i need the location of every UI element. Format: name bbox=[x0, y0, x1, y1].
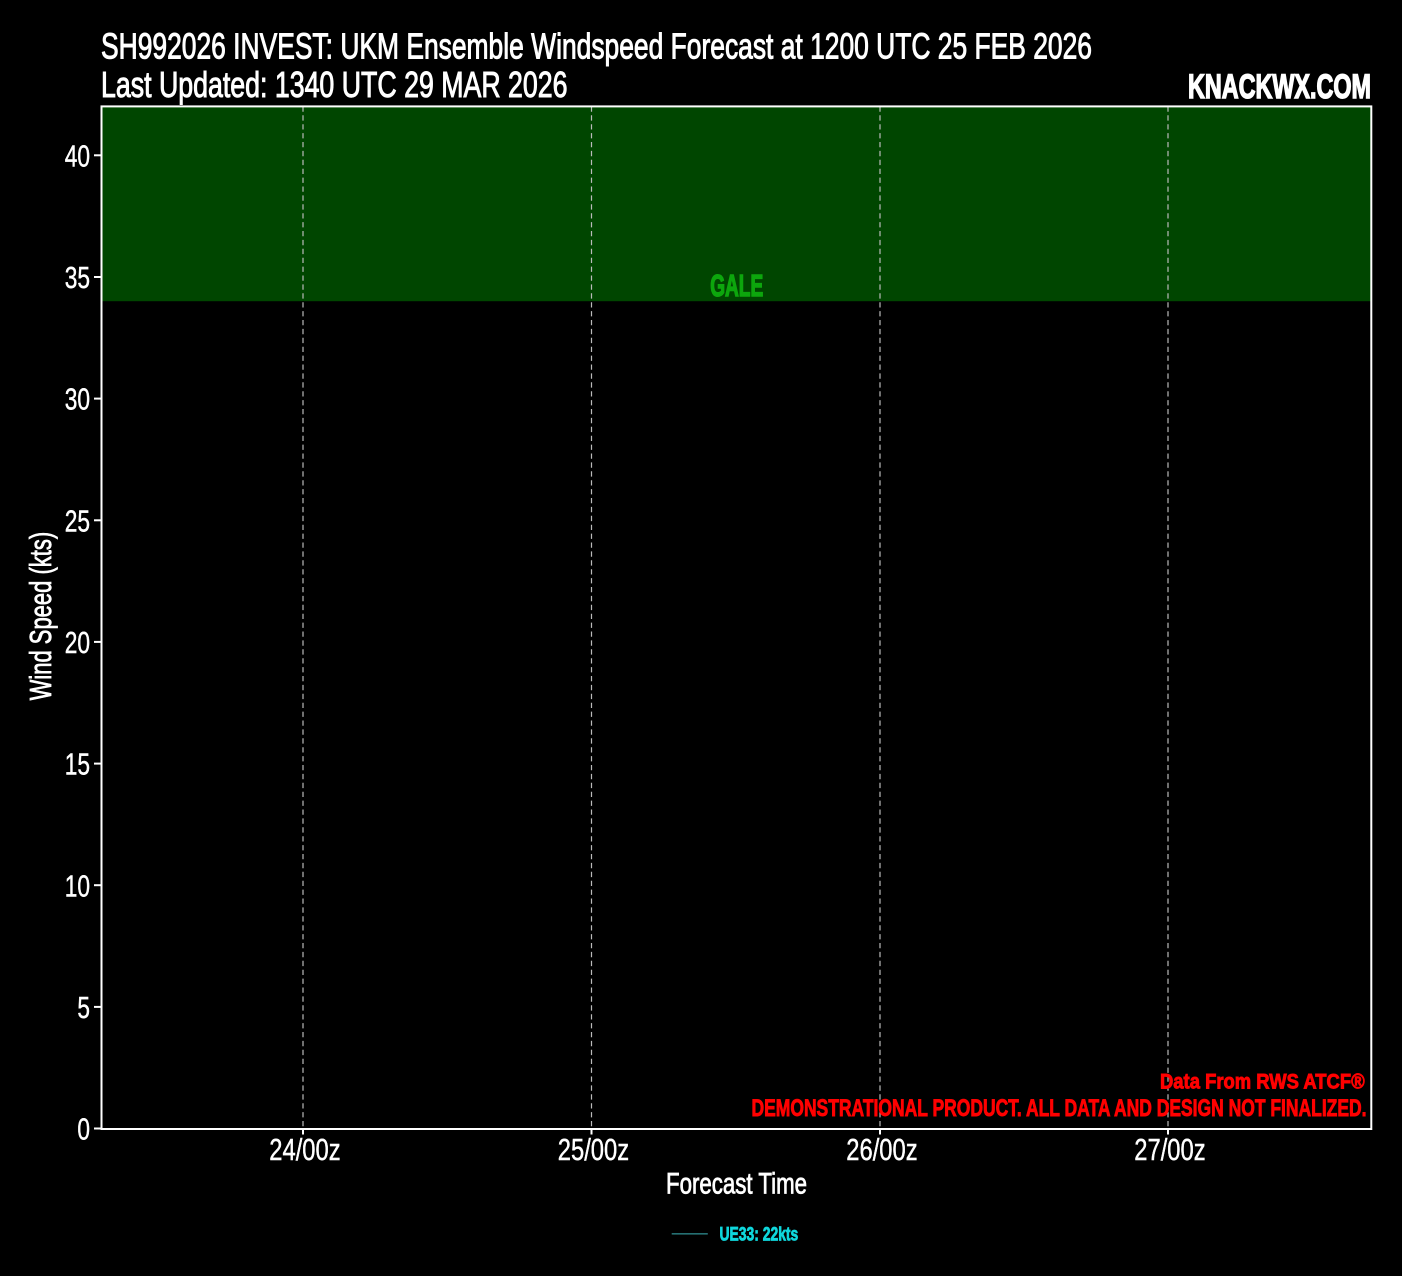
svg-text:Wind Speed (kts): Wind Speed (kts) bbox=[23, 532, 58, 701]
svg-text:27/00z: 27/00z bbox=[1134, 1133, 1205, 1167]
svg-text:20: 20 bbox=[65, 626, 90, 660]
svg-text:Data From RWS ATCF®: Data From RWS ATCF® bbox=[1160, 1069, 1365, 1093]
svg-text:40: 40 bbox=[65, 139, 90, 173]
svg-text:35: 35 bbox=[65, 261, 90, 295]
svg-text:UE33: 22kts: UE33: 22kts bbox=[720, 1224, 799, 1246]
svg-text:Last Updated: 1340 UTC 29 MAR: Last Updated: 1340 UTC 29 MAR 2026 bbox=[101, 64, 568, 105]
svg-text:15: 15 bbox=[65, 748, 90, 782]
svg-text:0: 0 bbox=[77, 1113, 90, 1147]
svg-text:Forecast Time: Forecast Time bbox=[666, 1167, 807, 1200]
svg-text:GALE: GALE bbox=[710, 268, 763, 303]
svg-text:26/00z: 26/00z bbox=[846, 1133, 917, 1167]
svg-text:25/00z: 25/00z bbox=[558, 1133, 629, 1167]
svg-text:30: 30 bbox=[65, 383, 90, 417]
svg-text:10: 10 bbox=[65, 869, 90, 903]
svg-text:SH992026 INVEST: UKM Ensemble: SH992026 INVEST: UKM Ensemble Windspeed … bbox=[101, 26, 1092, 67]
svg-text:5: 5 bbox=[77, 991, 90, 1025]
svg-text:24/00z: 24/00z bbox=[269, 1133, 340, 1167]
svg-text:KNACKWX.COM: KNACKWX.COM bbox=[1188, 68, 1371, 106]
svg-text:DEMONSTRATIONAL PRODUCT. ALL D: DEMONSTRATIONAL PRODUCT. ALL DATA AND DE… bbox=[752, 1095, 1367, 1122]
svg-text:25: 25 bbox=[65, 504, 90, 538]
